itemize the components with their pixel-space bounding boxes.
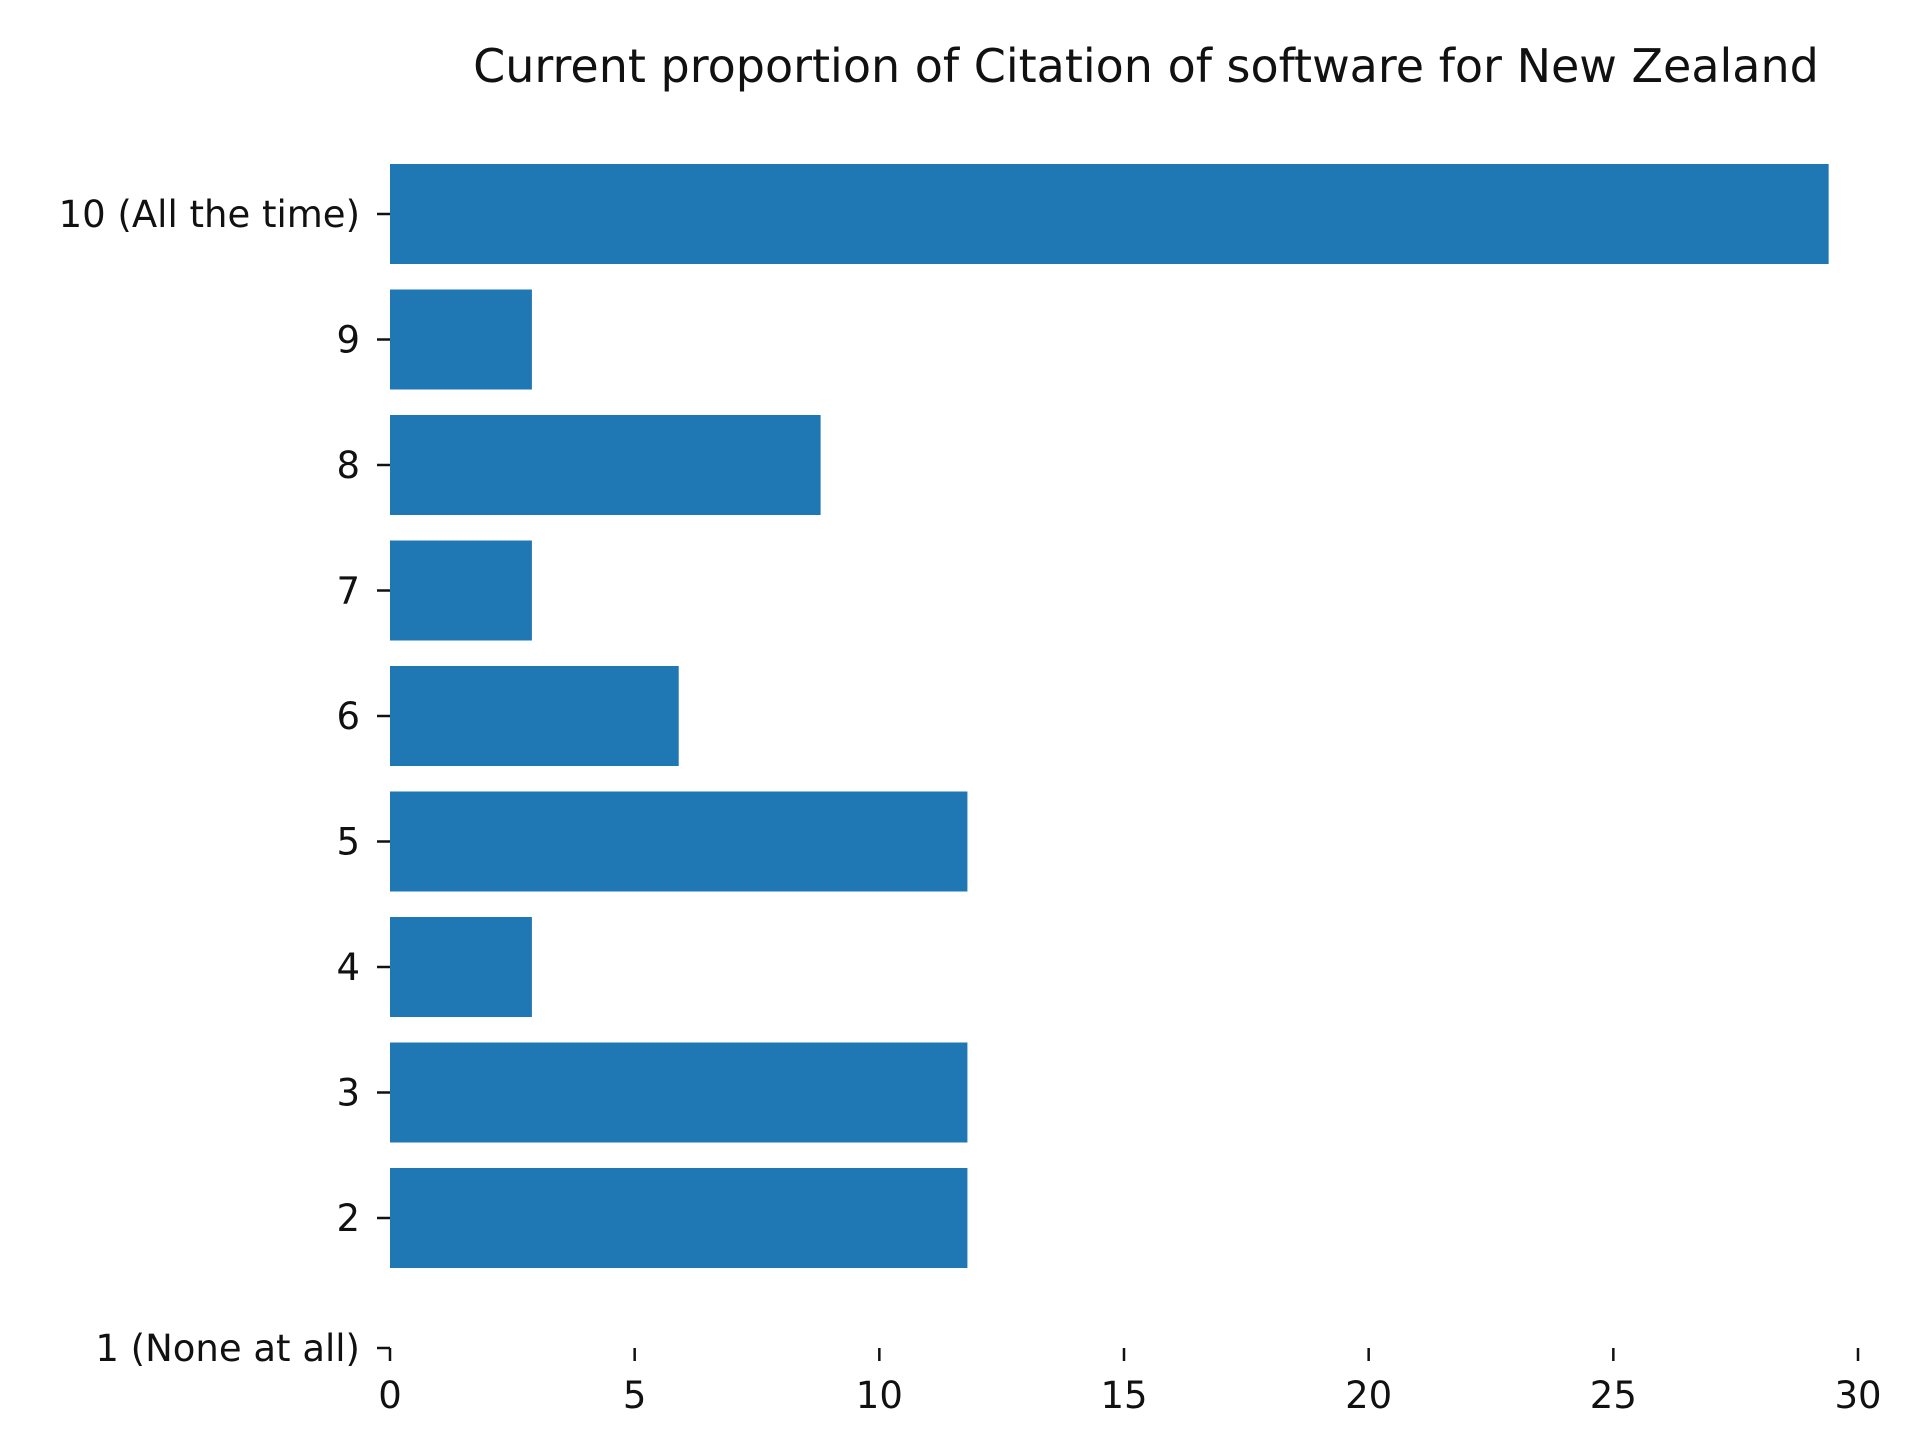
- bar-7: [390, 540, 532, 641]
- x-tick-label-30: 30: [1834, 1374, 1881, 1417]
- y-tick-label-1-none-at-all: 1 (None at all): [95, 1327, 360, 1370]
- x-tick-label-20: 20: [1345, 1374, 1392, 1417]
- x-tick-label-25: 25: [1590, 1374, 1637, 1417]
- y-tick-label-2: 2: [336, 1197, 360, 1240]
- bar-9: [390, 289, 532, 390]
- x-tick-label-5: 5: [623, 1374, 647, 1417]
- y-tick-label-3: 3: [336, 1072, 360, 1115]
- bar-4: [390, 917, 532, 1017]
- bar-3: [390, 1042, 968, 1143]
- bar-10-all-the-time: [390, 164, 1829, 264]
- x-axis: 0 5 10 15 20 25 30: [378, 1348, 1882, 1417]
- bar-2: [390, 1168, 968, 1268]
- bar-6: [390, 666, 679, 766]
- y-tick-label-7: 7: [336, 570, 360, 613]
- bar-5: [390, 791, 968, 892]
- bars-group: [390, 164, 1829, 1268]
- y-tick-label-9: 9: [336, 319, 360, 362]
- y-tick-label-5: 5: [336, 821, 360, 864]
- y-tick-label-8: 8: [336, 444, 360, 487]
- y-axis: 1 (None at all) 2 3 4 5 6 7 8 9 10 (All the time): [59, 193, 390, 1370]
- x-tick-label-15: 15: [1100, 1374, 1147, 1417]
- bar-8: [390, 415, 821, 515]
- y-tick-label-4: 4: [336, 946, 360, 989]
- x-tick-label-10: 10: [856, 1374, 903, 1417]
- chart-title: Current proportion of Citation of softwa…: [473, 39, 1819, 93]
- y-tick-label-6: 6: [336, 695, 360, 738]
- x-tick-label-0: 0: [378, 1374, 402, 1417]
- y-tick-label-10-all-the-time: 10 (All the time): [59, 193, 360, 236]
